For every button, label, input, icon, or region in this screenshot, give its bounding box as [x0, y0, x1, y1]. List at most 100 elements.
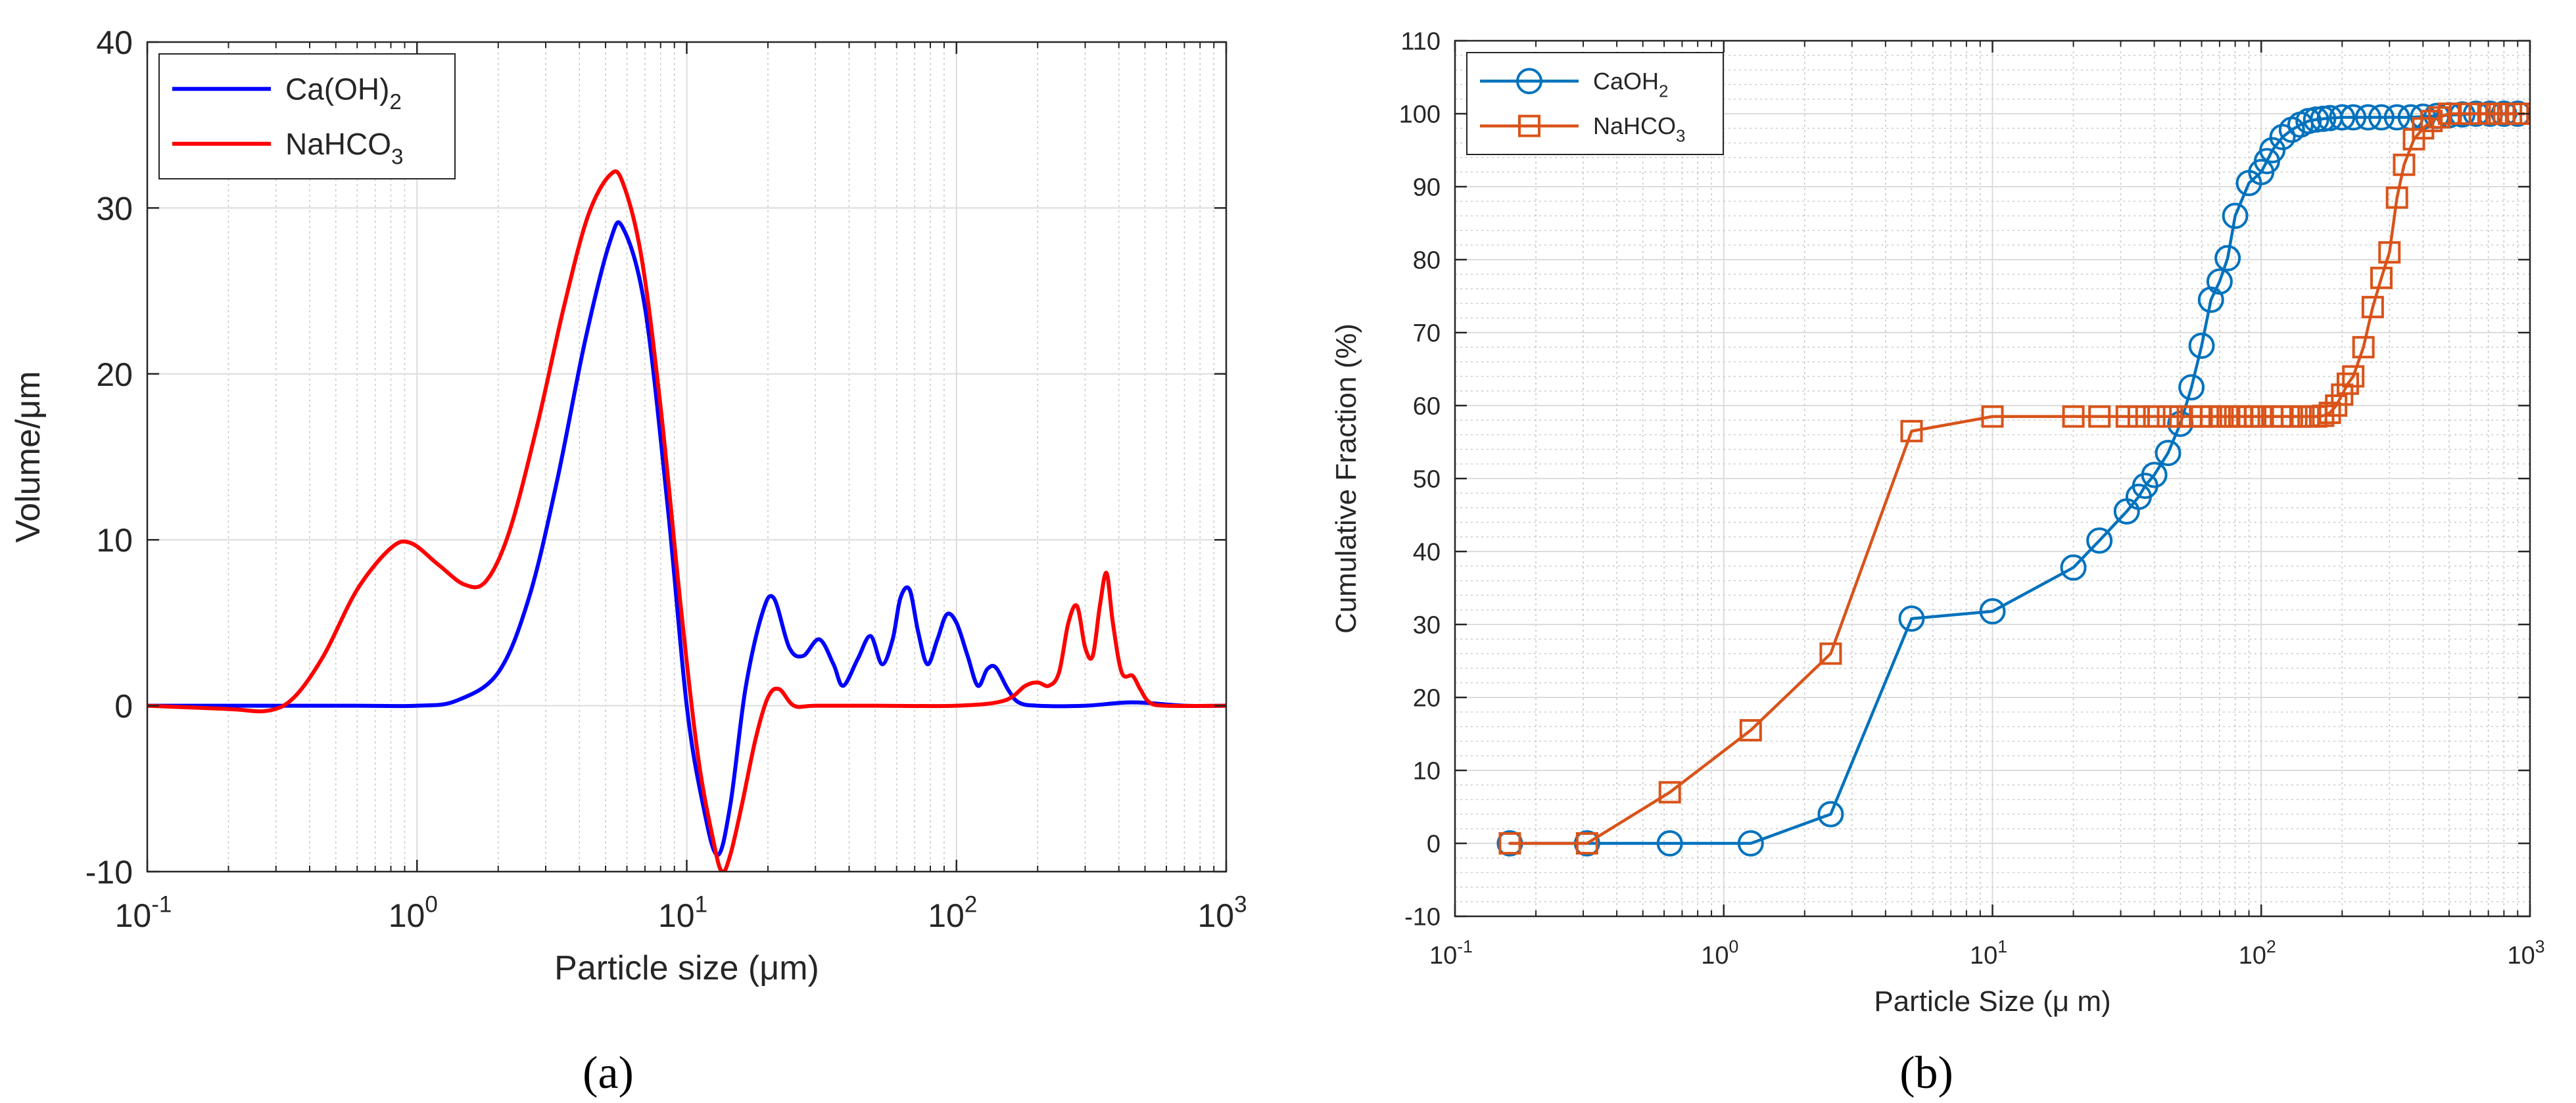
x-axis-label: Particle size (μm) [554, 949, 819, 987]
data-point-square [2420, 110, 2443, 133]
data-point-square [2370, 266, 2393, 289]
y-tick-label: 70 [1413, 320, 1441, 348]
panel-label-a: (a) [583, 1048, 634, 1098]
chart-b: 10-1 100 101 102 103-10010203040506070809010… [1330, 28, 2545, 1018]
data-point-circle [2060, 554, 2087, 581]
y-tick-label: 20 [96, 356, 133, 393]
series-group [1496, 101, 2530, 857]
data-point-circle [2259, 137, 2286, 164]
legend-marker-square [1518, 114, 1540, 137]
y-tick-label: -10 [1404, 904, 1441, 931]
data-point-square [2352, 336, 2375, 359]
x-tick-exponent: 1 [695, 892, 707, 918]
data-point-circle [2155, 440, 2182, 467]
data-point-square [2378, 241, 2401, 264]
data-point-circle [2383, 104, 2410, 131]
series-line-0 [147, 220, 1226, 857]
data-point-circle [2354, 104, 2381, 131]
data-point-square [1739, 718, 1762, 741]
data-point-square [2512, 103, 2530, 125]
data-point-circle [2340, 104, 2367, 131]
y-tick-label: -10 [85, 854, 133, 891]
x-tick-exponent: 2 [2266, 937, 2276, 956]
data-point-circle [2214, 245, 2241, 271]
y-tick-label: 0 [1427, 831, 1441, 858]
legend-box [1466, 52, 1724, 155]
data-point-circle [1817, 801, 1844, 828]
data-point-circle [2086, 527, 2113, 554]
data-point-square [2127, 405, 2150, 428]
legend-subscript: 2 [1659, 83, 1668, 101]
legend-subscript: 3 [1676, 128, 1685, 146]
y-tick-label: 30 [96, 190, 133, 227]
y-axis-label: Cumulative Fraction (%) [1330, 323, 1362, 634]
y-tick-label: 40 [96, 24, 133, 61]
x-tick-exponent: -1 [1457, 937, 1473, 956]
ticks [1454, 39, 2531, 918]
x-axis-label: Particle Size (μ m) [1874, 985, 2111, 1018]
data-point-square [2336, 372, 2359, 395]
legend-subscript: 3 [391, 145, 403, 170]
legend-marker-circle [1516, 68, 1542, 95]
data-point-circle [2188, 332, 2215, 359]
series-line-0 [1508, 112, 2519, 845]
data-point-square [2385, 186, 2408, 209]
legend-subscript: 2 [389, 90, 401, 114]
data-point-circle [2206, 268, 2233, 295]
data-point-square [1981, 405, 2004, 428]
y-tick-label: 50 [1413, 466, 1441, 494]
data-point-circle [2302, 106, 2329, 133]
data-point-circle [1656, 830, 1683, 857]
x-tick-exponent: 3 [1234, 892, 1247, 918]
data-point-square [1575, 832, 1598, 855]
data-point-square [2393, 153, 2416, 176]
data-point-square [2342, 365, 2365, 388]
data-point-circle [2141, 461, 2168, 488]
data-point-square [1658, 781, 1681, 804]
y-tick-label: 20 [1413, 685, 1441, 713]
ticks [146, 41, 1228, 873]
y-tick-label: 90 [1413, 174, 1441, 202]
data-point-square [1819, 642, 1842, 665]
y-tick-label: 110 [1400, 28, 1441, 56]
y-axis-label: Volume/μm [9, 371, 47, 542]
y-tick-label: 0 [114, 688, 133, 725]
data-point-square [2143, 405, 2166, 428]
data-point-circle [2178, 374, 2205, 401]
data-point-square [2115, 405, 2138, 428]
y-tick-label: 10 [1413, 758, 1441, 786]
y-tick-label: 30 [1413, 612, 1441, 640]
data-point-square [2088, 405, 2111, 428]
data-point-circle [2269, 124, 2296, 151]
legend-box [158, 53, 456, 179]
data-point-square [2062, 405, 2085, 428]
data-point-square [2361, 296, 2384, 319]
x-tick-exponent: -1 [151, 892, 172, 918]
data-point-square [2157, 405, 2180, 428]
y-tick-label: 40 [1413, 539, 1441, 567]
data-point-circle [2222, 202, 2249, 229]
y-tick-label: 80 [1413, 247, 1441, 275]
panel-label-b: (b) [1899, 1048, 1953, 1098]
x-tick-label: 102 [928, 892, 977, 935]
data-point-circle [2329, 104, 2356, 131]
data-point-circle [1737, 830, 1764, 857]
data-point-circle [1979, 598, 2006, 625]
y-tick-label: 10 [96, 522, 133, 559]
x-tick-exponent: 0 [425, 892, 437, 918]
x-tick-exponent: 3 [2535, 937, 2545, 956]
x-tick-label: 103 [1197, 892, 1247, 935]
data-point-square [1498, 832, 1521, 855]
x-tick-label: 102 [2239, 937, 2276, 970]
data-point-circle [1898, 605, 1925, 632]
x-tick-exponent: 2 [965, 892, 977, 918]
y-tick-label: 60 [1413, 393, 1441, 421]
x-tick-exponent: 1 [1997, 937, 2007, 956]
y-tick-label: 100 [1399, 101, 1441, 129]
data-point-square [2318, 402, 2341, 425]
data-point-square [1900, 419, 1923, 442]
